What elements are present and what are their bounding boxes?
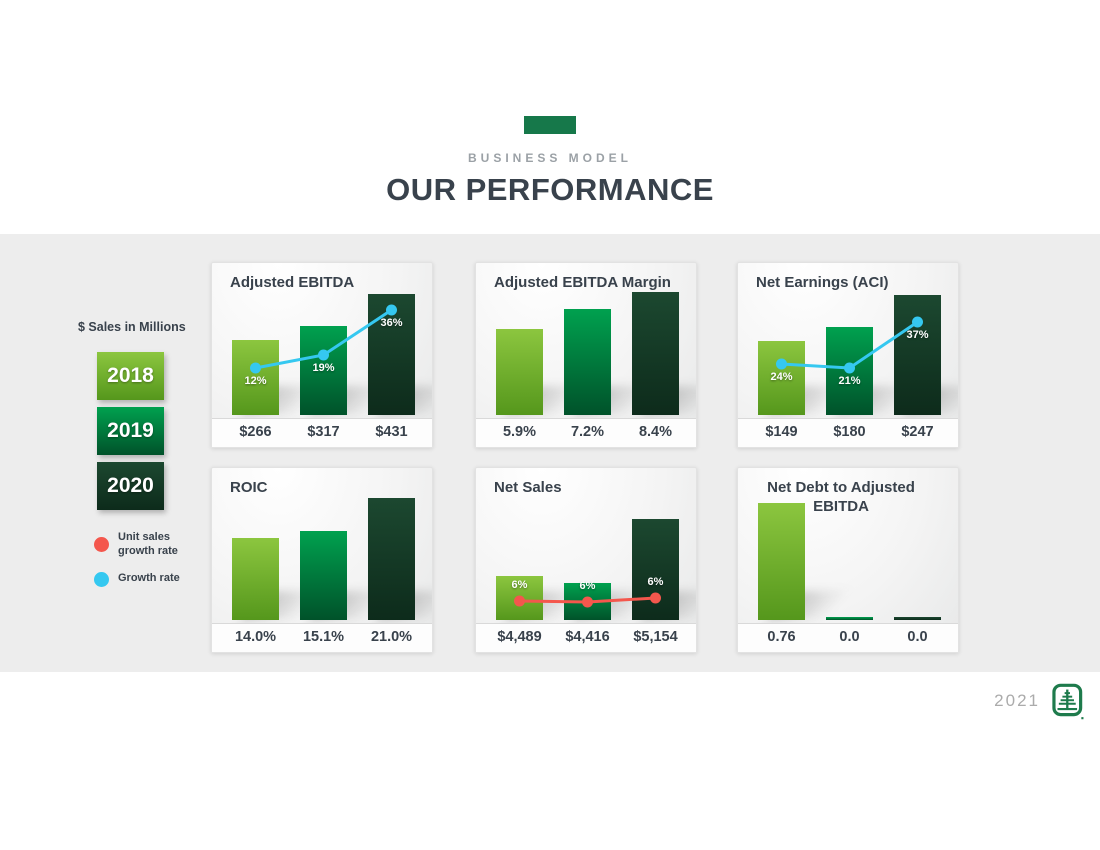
bar-value-2020: $431: [375, 424, 408, 440]
weyerhaeuser-tree-logo-icon: [1052, 683, 1084, 720]
growth-rate-label: 6%: [511, 579, 528, 591]
growth-rate-label: 6%: [579, 580, 596, 592]
bar-2020: [368, 498, 415, 620]
legend-years: 2018 2019 2020: [97, 352, 164, 517]
legend-series-unit-sales-growth-rate: Unit sales growth rate: [94, 531, 204, 559]
chart-card-net-earnings-aci-: Net Earnings (ACI) 24% 21% 37% $149 $180 $247: [737, 262, 959, 448]
sales-in-millions-note: $ Sales in Millions: [78, 320, 186, 334]
growth-rate-label: 6%: [647, 576, 664, 588]
bar-value-2019: $4,416: [565, 629, 610, 645]
value-strip-divider: [476, 418, 696, 419]
value-strip: [476, 419, 696, 447]
bar-value-2018: $4,489: [497, 629, 542, 645]
unit-sales-growth-rate-dot-icon: [94, 537, 109, 553]
legend-series: Unit sales growth rate Growth rate: [94, 531, 204, 600]
bar-value-2020: $5,154: [633, 629, 678, 645]
value-strip: [476, 624, 696, 652]
bar-2019: [564, 309, 611, 415]
chart-card-roic: ROIC 14.0% 15.1% 21.0%: [211, 467, 433, 653]
chart-plot-area: [476, 263, 696, 418]
chart-card-net-sales: Net Sales 6% 6% 6% $4,489 $4,416 $5,154: [475, 467, 697, 653]
growth-rate-label: 36%: [380, 317, 403, 329]
bar-value-2018: $149: [765, 424, 798, 440]
value-strip: [212, 419, 432, 447]
value-strip-divider: [738, 418, 958, 419]
bar-2020: [894, 295, 941, 415]
bar-value-2018: 5.9%: [502, 424, 537, 440]
value-strip: [738, 419, 958, 447]
legend-series-label: Growth rate: [118, 572, 180, 585]
value-strip-divider: [738, 623, 958, 624]
bar-2020: [632, 292, 679, 415]
bar-2019: [826, 327, 873, 415]
bar-value-2019: $180: [833, 424, 866, 440]
bar-value-2019: 0.0: [839, 629, 860, 645]
value-strip: [212, 624, 432, 652]
bar-value-2019: 15.1%: [302, 629, 345, 645]
legend-year-2019: 2019: [97, 407, 164, 455]
chart-title: Adjusted EBITDA Margin: [494, 274, 671, 291]
bar-value-2018: 14.0%: [234, 629, 277, 645]
legend-series-growth-rate: Growth rate: [94, 571, 204, 587]
growth-rate-label: 37%: [906, 329, 929, 341]
growth-rate-label: 12%: [244, 375, 267, 387]
value-strip-divider: [212, 418, 432, 419]
legend-year-2018: 2018: [97, 352, 164, 400]
bar-value-2018: $266: [239, 424, 272, 440]
chart-card-adjusted-ebitda-margin: Adjusted EBITDA Margin 5.9% 7.2% 8.4%: [475, 262, 697, 448]
chart-title: Adjusted EBITDA: [230, 274, 355, 291]
bar-2020: [894, 617, 941, 620]
bar-value-2019: 7.2%: [570, 424, 605, 440]
bar-value-2019: $317: [307, 424, 340, 440]
accent-bar: [524, 116, 576, 134]
bar-value-2018: 0.76: [767, 629, 796, 645]
footer-year: 2021: [994, 691, 1040, 710]
bar-2018: [232, 538, 279, 620]
legend-series-label: Unit sales growth rate: [118, 531, 178, 557]
bar-2018: [496, 329, 543, 415]
growth-rate-label: 21%: [838, 375, 861, 387]
bar-value-2020: $247: [901, 424, 934, 440]
chart-plot-area: [738, 468, 958, 623]
bar-2020: [368, 294, 415, 415]
bar-value-2020: 8.4%: [638, 424, 673, 440]
chart-title: Net Earnings (ACI): [756, 274, 889, 291]
value-strip-divider: [212, 623, 432, 624]
page-title: OUR PERFORMANCE: [386, 172, 714, 207]
bar-value-2020: 0.0: [907, 629, 928, 645]
chart-card-net-debt-to-adjusted-ebitda: Net Debt to Adjusted EBITDA 0.76 0.0 0.0: [737, 467, 959, 653]
chart-card-adjusted-ebitda: Adjusted EBITDA 12% 19% 36% $266 $317 $431: [211, 262, 433, 448]
bar-value-2020: 21.0%: [370, 629, 413, 645]
chart-plot-area: 24% 21% 37%: [738, 263, 958, 418]
value-strip: [738, 624, 958, 652]
chart-title: ROIC: [230, 479, 268, 496]
value-strip-divider: [476, 623, 696, 624]
legend-year-2020: 2020: [97, 462, 164, 510]
section-kicker: BUSINESS MODEL: [467, 151, 632, 165]
growth-rate-dot-icon: [94, 571, 109, 587]
chart-plot-area: [212, 468, 432, 623]
bar-2019: [826, 617, 873, 620]
bar-2019: [300, 531, 347, 620]
growth-rate-label: 24%: [770, 371, 793, 383]
growth-rate-label: 19%: [312, 362, 335, 374]
chart-title: Net Sales: [494, 479, 562, 496]
bar-2020: [632, 519, 679, 620]
bar-2018: [758, 503, 805, 620]
chart-title: Net Debt to Adjusted EBITDA: [767, 479, 915, 515]
